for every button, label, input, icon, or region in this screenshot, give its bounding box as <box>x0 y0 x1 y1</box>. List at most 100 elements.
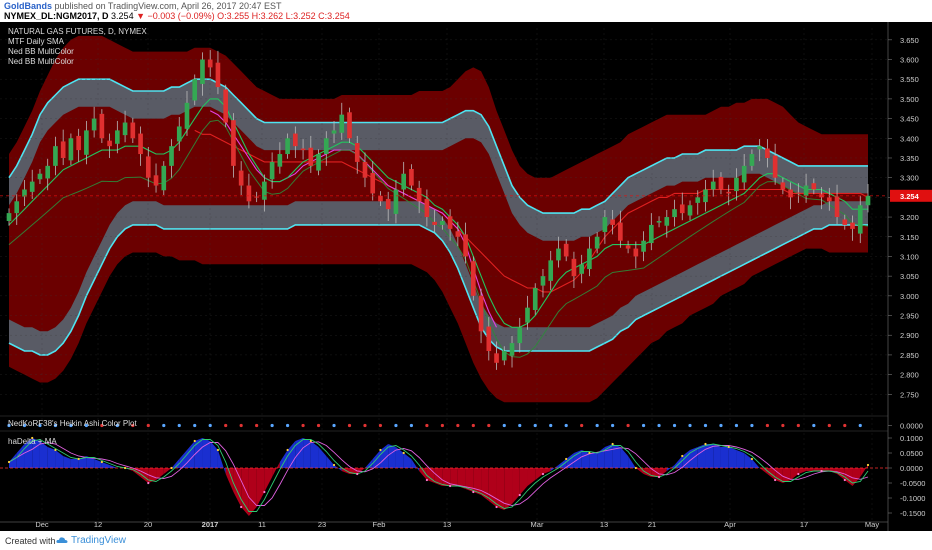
candle <box>192 79 198 101</box>
histogram-segment <box>473 468 482 495</box>
candle <box>757 146 762 150</box>
heikin-dot <box>38 423 42 428</box>
ohlc-values: O:3.255 H:3.262 L:3.252 C:3.254 <box>217 11 350 21</box>
candle <box>579 264 584 274</box>
panel-label-hadelta[interactable]: haDelta + MA <box>8 437 57 446</box>
heikin-dot <box>858 423 862 428</box>
price-tick-label: 2.850 <box>900 351 919 360</box>
histogram-segment <box>279 450 288 468</box>
candle <box>463 234 468 257</box>
heikin-dot <box>239 423 243 428</box>
histogram-segment <box>620 447 629 468</box>
hadelta-dot <box>193 439 196 443</box>
candle <box>842 219 848 225</box>
heikin-dot <box>812 423 816 428</box>
candle <box>440 221 445 225</box>
hadelta-tick-label: 0.1000 <box>900 434 923 443</box>
candle <box>471 261 476 296</box>
hadelta-dot <box>332 463 336 467</box>
hadelta-dot <box>216 448 220 452</box>
lower-band-line <box>8 224 868 356</box>
histogram-segment <box>256 468 265 507</box>
candle <box>354 143 360 162</box>
price-tick-label: 2.800 <box>900 371 919 380</box>
hadelta-dot <box>565 457 568 461</box>
histogram-segment <box>790 468 799 480</box>
heikin-dot <box>224 423 228 428</box>
hadelta-dot <box>750 457 754 461</box>
hadelta-dot <box>588 451 591 455</box>
hadelta-dot <box>286 448 289 452</box>
price-axis-bg <box>888 22 932 531</box>
time-tick-label: 11 <box>258 520 266 529</box>
candle <box>316 154 321 171</box>
dots-tick-label: 0.0000 <box>900 422 923 431</box>
hadelta-histogram <box>0 430 888 516</box>
histogram-segment <box>388 444 396 468</box>
candle <box>169 146 174 166</box>
histogram-segment <box>233 468 242 507</box>
histogram-segment <box>550 465 559 471</box>
heikin-dot <box>487 423 491 428</box>
histogram-segment <box>16 444 25 468</box>
candle <box>648 224 654 244</box>
candle <box>401 173 406 190</box>
candle <box>238 170 244 186</box>
price-tick-label: 3.650 <box>900 36 919 45</box>
histogram-segment <box>782 468 791 483</box>
histogram-segment <box>798 468 807 474</box>
candle <box>803 185 809 196</box>
hadelta-dot <box>634 466 637 470</box>
heikin-dot <box>750 423 754 428</box>
candle <box>37 173 43 180</box>
panel-label-heikin[interactable]: NedKoRF38's Heikin Ashi Color Plot <box>8 419 137 428</box>
heikin-dot <box>843 423 847 428</box>
histogram-segment <box>101 462 110 468</box>
legend-item[interactable]: Ned BB MultiColor <box>8 47 74 56</box>
tradingview-link[interactable]: TradingView <box>56 535 126 546</box>
histogram-segment <box>504 468 513 510</box>
candle <box>765 148 770 158</box>
heikin-dot <box>270 423 274 428</box>
sma-fast-line <box>8 98 868 328</box>
histogram-segment <box>63 456 71 468</box>
candle <box>84 130 89 155</box>
histogram-segment <box>225 468 234 492</box>
candle <box>610 219 615 225</box>
candle <box>45 165 51 179</box>
candle <box>641 240 646 252</box>
candle <box>563 243 569 257</box>
price-tick-label: 2.750 <box>900 390 919 399</box>
histogram-segment <box>303 438 311 468</box>
candle <box>486 326 492 351</box>
hadelta-tick-label: -0.1500 <box>900 509 925 518</box>
last-price: 3.254 <box>111 11 134 21</box>
histogram-segment <box>442 468 451 486</box>
heikin-dot <box>84 423 88 428</box>
candle <box>509 343 515 356</box>
histogram-segment <box>86 456 95 468</box>
candle <box>540 276 546 286</box>
candle <box>664 217 670 226</box>
heikin-dot <box>301 423 305 428</box>
candle <box>231 120 236 166</box>
brand-name[interactable]: GoldBands <box>4 1 53 11</box>
candle <box>556 248 561 261</box>
histogram-segment <box>496 468 505 510</box>
candle <box>834 196 840 218</box>
legend-item[interactable]: MTF Daily SMA <box>8 37 64 46</box>
legend-item[interactable]: Ned BB MultiColor <box>8 57 74 66</box>
candle <box>571 258 577 277</box>
candle <box>618 222 623 241</box>
candle <box>749 154 755 166</box>
heikin-dot <box>580 423 584 428</box>
histogram-segment <box>202 438 211 468</box>
histogram-segment <box>674 456 683 468</box>
chart-canvas[interactable]: 3.650 3.600 3.550 3.500 3.450 3.400 3.350 3.300… <box>0 22 932 531</box>
hadelta-dot <box>843 478 846 482</box>
histogram-segment <box>55 450 64 468</box>
candle <box>478 295 484 332</box>
heikin-dot <box>332 423 336 428</box>
candle <box>850 222 855 229</box>
heikin-dot <box>22 423 27 428</box>
